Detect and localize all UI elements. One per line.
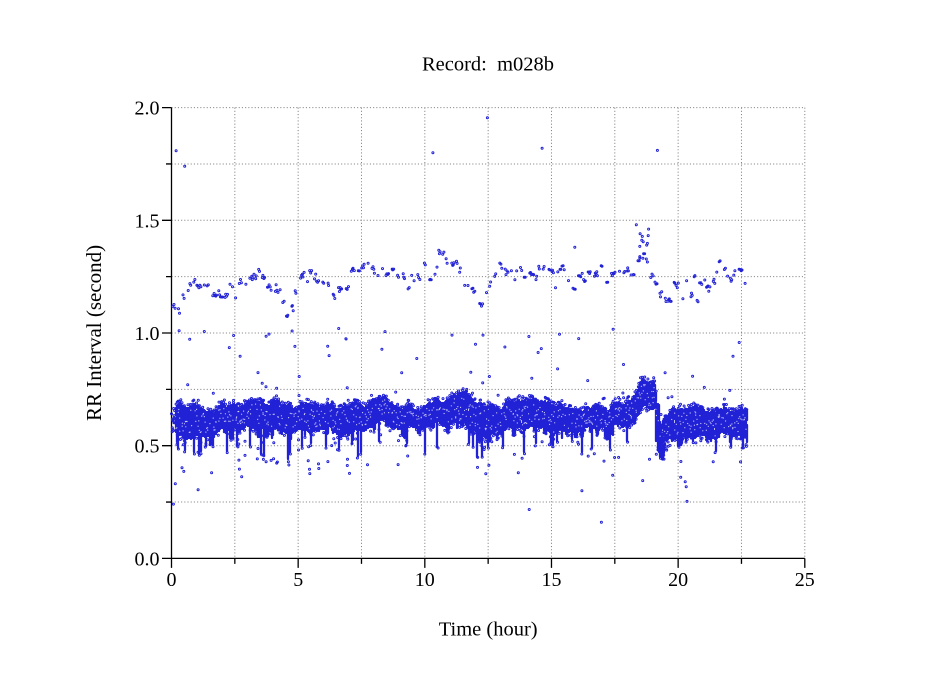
svg-text:2.0: 2.0 xyxy=(135,98,160,120)
svg-text:0: 0 xyxy=(167,569,177,591)
svg-text:5: 5 xyxy=(293,569,303,591)
svg-text:1.0: 1.0 xyxy=(135,323,160,345)
svg-text:Time (hour): Time (hour) xyxy=(439,618,538,640)
svg-text:15: 15 xyxy=(542,569,562,591)
svg-text:0.0: 0.0 xyxy=(135,548,160,570)
svg-text:25: 25 xyxy=(795,569,815,591)
svg-text:20: 20 xyxy=(668,569,688,591)
svg-text:Record: m028b: Record: m028b xyxy=(422,54,554,76)
svg-text:RR Interval (second): RR Interval (second) xyxy=(82,245,106,421)
svg-text:0.5: 0.5 xyxy=(135,436,160,458)
svg-text:1.5: 1.5 xyxy=(135,210,160,232)
svg-text:10: 10 xyxy=(415,569,435,591)
